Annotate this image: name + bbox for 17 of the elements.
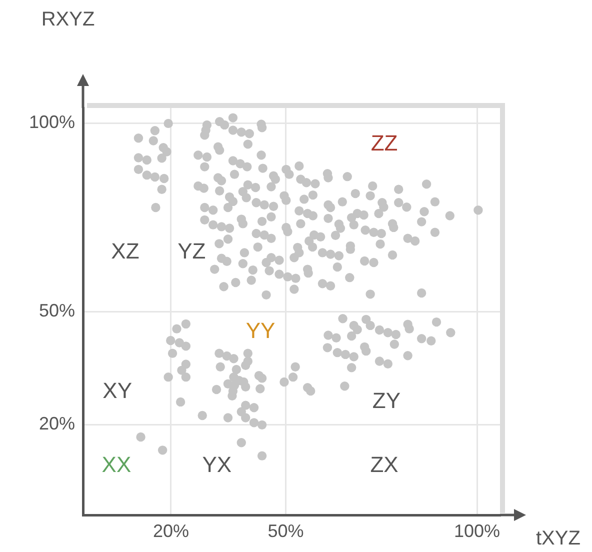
annotation: XY	[102, 378, 132, 403]
x-axis-title: tXYZ	[536, 528, 580, 550]
y-tick-label: 50%	[38, 300, 75, 320]
annotation: ZX	[370, 452, 399, 478]
annotation: XZ	[111, 238, 140, 264]
annotation: YX	[202, 452, 232, 478]
y-axis-title: RXYZ	[41, 8, 95, 31]
annotation: YZ	[178, 238, 206, 264]
annotation: XX	[102, 452, 132, 478]
annotation: ZZ	[370, 130, 398, 156]
y-tick-label: 100%	[28, 112, 75, 132]
annotation: YY	[246, 318, 276, 343]
y-tick-label: 20%	[38, 414, 75, 434]
x-tick-label: 100%	[454, 520, 500, 541]
annotation: ZY	[372, 388, 401, 414]
x-tick-label: 20%	[152, 520, 190, 541]
x-tick-label: 50%	[268, 520, 304, 541]
